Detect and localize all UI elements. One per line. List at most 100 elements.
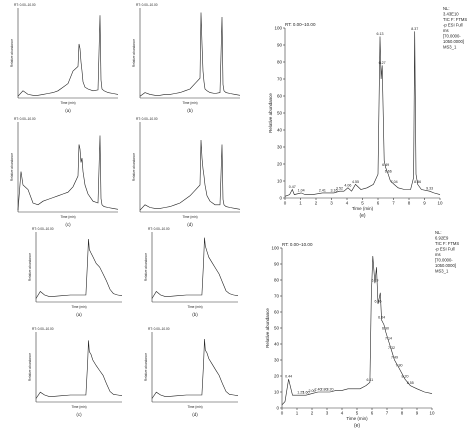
panel-bottom-a: RT: 0.00–10.00 Time (min) Relative abundan… [28,227,123,317]
panel-bottom-b: RT: 0.00–10.00 Time (min) Relative abundan… [144,227,239,317]
y-tick-label: 80 [277,60,283,65]
y-axis-label: Relative abundance [132,153,136,181]
panel-header: RT: 0.00–10.00 [14,117,36,121]
chromatogram-trace [284,31,441,197]
x-axis-label: Time (min) [71,405,86,409]
y-axis-label: Relative abundance [132,39,136,67]
x-tick-label: 1 [299,201,302,206]
peak-label: 3.20 [327,388,334,392]
panel-header: RT: 0.00–10.00 [14,3,36,7]
y-tick-label: 60 [277,94,283,99]
y-axis-label: Relative abundance [144,253,148,281]
panel-header: RT: 0.00–10.00 [148,327,170,331]
y-tick-label: 40 [277,128,283,133]
y-tick-label: 20 [274,374,280,379]
peak-label: 4.55 [352,180,359,184]
x-tick-label: 6 [371,411,374,416]
x-tick-label: 3 [330,201,333,206]
peak-label: 1.60 [303,391,310,395]
x-tick-label: 3 [326,411,329,416]
y-axis-label: Relative abundance [28,253,32,281]
x-tick-label: 10 [437,201,443,206]
panel-top-a: RT: 0.00–10.00 Time (min) Relative abundan… [10,3,119,113]
peak-label: 6.49 [382,163,389,167]
panel-header: RT: 0.00–10.00 [32,327,54,331]
peak-label: 6.64 [378,316,385,320]
peak-label: 7.14 [385,336,392,340]
panel-bottom-d: RT: 0.00–10.00 Time (min) Relative abundan… [144,327,239,417]
panel-bottom-e: RT: 0.00–10.00 0 10 20 30 40 50 60 70 80 90 100 0 1 2 3… [265,230,459,429]
annotation-line: NL: [435,230,442,235]
y-tick-label: 90 [277,43,283,48]
panel-header: RT: 0.00–10.00 [285,22,316,27]
x-tick-label: 5 [356,411,359,416]
x-tick-label: 2 [311,411,314,416]
y-axis-label: Relative abundance [10,39,14,67]
panel-caption: (c) [76,412,82,417]
x-axis-label: Time (min) [71,305,86,309]
x-tick-label: 10 [429,411,435,416]
x-axis-label: Time (min) [60,215,75,219]
x-tick-label: 6 [377,201,380,206]
peak-label: 6.36 [375,300,382,304]
annotation-line: ms [435,252,441,257]
panel-header: RT: 0.00–10.00 [136,117,158,121]
x-axis-label: Time (min) [60,101,75,105]
x-axis-label: Time (min) [346,416,368,421]
chromatogram-trace [35,238,123,299]
panel-caption: (c) [65,222,71,227]
y-axis-label: Relative abundance [28,353,32,381]
annotation-line: TIC F: FTMS [435,241,459,246]
x-axis-label: Time (min) [187,305,202,309]
panel-header: RT: 0.00–10.00 [136,3,158,7]
panel-caption: (b) [187,108,193,113]
peak-label: 7.04 [391,180,398,184]
x-tick-label: 8 [408,201,411,206]
y-axis-label: Relative abundance [144,353,148,381]
peak-label: 6.11 [367,378,374,382]
y-tick-label: 100 [274,26,282,31]
x-tick-label: 9 [416,411,419,416]
x-axis-label: Time (min) [182,215,197,219]
y-tick-label: 0 [279,196,282,201]
annotation-line: -p ESI Full [435,247,455,252]
x-tick-label: 7 [386,411,389,416]
y-tick-label: 30 [277,145,283,150]
panel-top-d: RT: 0.00–10.00 Time (min) Relative abundan… [132,117,241,227]
annotation-line: NL: [443,6,450,11]
x-tick-label: 4 [346,201,349,206]
peak-label: 2.80 [321,388,328,392]
panel-top-c: RT: 0.00–10.00 Time (min) Relative abundan… [10,117,119,227]
peak-label: 7.49 [391,356,398,360]
y-tick-label: 50 [277,111,283,116]
y-tick-label: 0 [276,406,279,411]
peak-label: 6.66 [385,170,392,174]
x-axis-label: Time (min) [182,101,197,105]
x-tick-label: 8 [401,411,404,416]
annotation-line: [70.0000- [443,34,461,39]
annotation-line: MS3_1 [435,269,449,274]
peak-label: 6.90 [382,327,389,331]
peak-label: 2.00 [309,389,316,393]
panel-caption: (e) [354,423,360,429]
chromatogram-trace [139,12,241,97]
y-tick-label: 20 [277,162,283,167]
x-axis-label: Time (min) [187,405,202,409]
panel-caption: (a) [65,108,71,113]
peak-label: 8.56 [414,180,421,184]
chromatogram-trace [151,237,239,299]
y-axis-label: Relative abundance [268,93,273,133]
panel-header: RT: 0.00–10.00 [32,227,54,231]
peak-label: 8.20 [402,375,409,379]
peak-label: 1.25 [297,391,304,395]
panel-caption: (d) [187,222,193,227]
chromatogram-trace [35,340,123,399]
y-tick-label: 70 [277,77,283,82]
chromatogram-trace [139,139,241,211]
annotation-line: ms [443,28,449,33]
annotation-line: MS3_1 [443,45,457,50]
peak-label: 0.44 [285,375,292,379]
y-axis-label: Relative abundance [265,308,270,348]
